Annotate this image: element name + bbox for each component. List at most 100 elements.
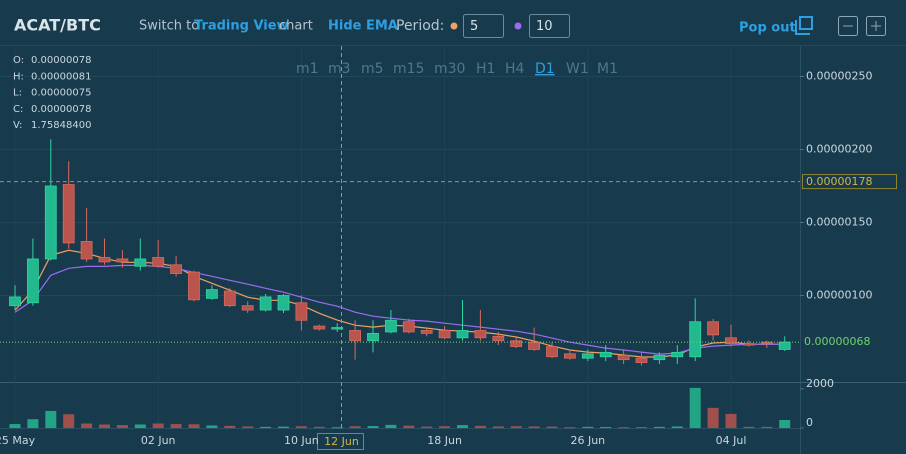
x-tick-label: 18 Jun [427,434,462,447]
candle-body [331,327,344,330]
candle-body [295,302,308,321]
candle-body [581,353,594,359]
candle-body [653,354,666,361]
x-tick-label: 02 Jun [141,434,176,447]
volume-bar [349,426,361,428]
candle-body [277,295,290,311]
candle-body [152,257,165,267]
x-tick-label: 25 May [0,434,36,447]
volume-bar [439,426,451,428]
last-price-label: 0.00000068 [804,335,870,348]
ohlc-label: O: [13,55,24,66]
volume-bar [474,425,486,428]
candle-body [438,330,451,339]
candle-body [760,341,773,345]
candle-body [367,332,379,342]
timeframe-button[interactable]: m30 [434,61,465,77]
volume-bar [618,427,630,429]
timeframe-button[interactable]: W1 [566,61,589,77]
x-tick-label: 04 Jul [716,434,747,447]
timeframe-button[interactable]: D1 [535,61,555,77]
candle-body [671,351,684,358]
candle-body [510,340,523,347]
ohlc-value: 0.00000078 [31,104,91,115]
candle-body [778,341,791,350]
ohlc-value: 0.00000075 [31,88,91,99]
volume-bar [45,410,57,428]
ema-color-dot [450,22,458,30]
timeframe-button[interactable]: H4 [505,61,525,77]
volume-bar [367,426,379,428]
candle-body [635,357,648,363]
timeframe-button[interactable]: m15 [393,61,424,77]
volume-bar [564,427,576,429]
period-input[interactable] [529,14,570,38]
timeframe-button[interactable]: M1 [597,61,618,77]
volume-bar [546,426,558,428]
candle-body [707,321,719,336]
candle-body [98,257,111,263]
ohlc-label: L: [13,88,22,99]
candle-body [402,321,415,333]
candle-body [456,330,469,339]
x-tick-label: 10 Jun [284,434,319,447]
candle-body [116,258,129,263]
candle-body [80,241,93,260]
period-input[interactable] [463,14,504,38]
candle-body [474,330,487,339]
candle-body [44,185,57,260]
volume-bar [260,426,272,428]
timeframe-button[interactable]: H1 [476,61,495,77]
ema-color-dot [514,22,522,30]
timeframe-button[interactable]: m1 [296,61,319,77]
candle-body [492,335,505,342]
candle-body [9,296,21,307]
volume-bar [689,387,701,428]
volume-bar [636,427,647,429]
candle-body [384,319,397,333]
volume-bar [421,426,433,428]
pop-out-button[interactable]: Pop out [739,21,796,36]
grid [0,46,804,429]
timeframe-button[interactable]: m5 [361,61,384,77]
crosshair-date-box [317,433,364,450]
volume-bar [671,426,683,428]
volume-bar [81,423,93,428]
candle-body [259,296,272,311]
volume-tick-label: 2000 [806,377,834,390]
switch-suffix: chart [279,19,313,34]
volume-bar [63,414,75,428]
ohlc-label: C: [13,104,23,115]
candle-body [564,353,576,359]
candle-body [743,343,755,346]
volume-bar [725,413,737,428]
volume-bar [116,425,128,428]
volume-bar [188,424,200,428]
hide-ema-button[interactable]: Hide EMA [328,19,398,34]
zoom-in-button[interactable] [866,16,886,36]
pop-out-icon[interactable] [795,16,813,35]
candles [9,139,791,366]
trading-view-link[interactable]: Trading View [194,19,289,34]
overlay: 0.00000068 0.00000178 12 Jun [0,46,897,450]
period-input-value[interactable]: 10 [536,19,553,34]
zoom-out-button[interactable] [838,16,858,36]
y-tick-label: 0.00000250 [806,70,872,83]
volume-bar [9,424,21,428]
ohlc-value: 0.00000078 [31,55,91,66]
volume-bar [313,426,325,428]
volume-bar [152,423,164,428]
period-input-value[interactable]: 5 [470,19,478,34]
ohlc-value: 1.75848400 [31,120,91,131]
candle-body [725,337,737,345]
volume-tick-label: 0 [806,416,813,429]
volume-pane [9,387,791,429]
x-tick-label: 26 Jun [570,434,605,447]
volume-bar [224,425,236,428]
crosshair-date-label: 12 Jun [324,435,359,448]
candle-body [26,258,39,304]
timeframe-button[interactable]: m3 [328,61,351,77]
volume-bar [653,426,665,428]
ohlc-value: 0.00000081 [31,71,91,82]
